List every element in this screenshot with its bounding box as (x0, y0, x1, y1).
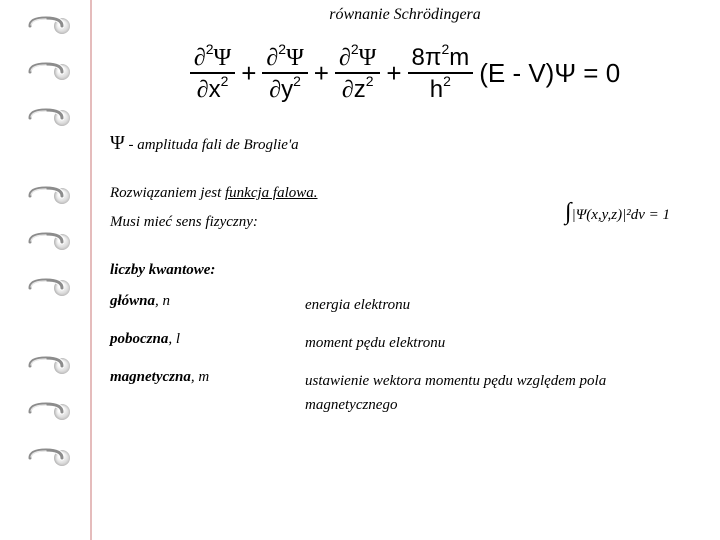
sol-1b: funkcja falowa. (225, 185, 318, 201)
psi-description: Ψ - amplituda fali de Broglie'a (110, 132, 700, 155)
qn-meaning: ustawienie wektora momentu pędu względem… (305, 369, 700, 417)
plus-2: + (314, 58, 329, 89)
schrodinger-equation: ∂2Ψ ∂x2 + ∂2Ψ ∂y2 + ∂2Ψ ∂z2 + 8π2m h2 (110, 42, 700, 104)
eq-tail: (E - V)Ψ = 0 (479, 58, 620, 89)
qn-meaning: moment pędu elektronu (305, 331, 700, 355)
binder-ring (28, 232, 64, 252)
binder-ring (28, 448, 64, 468)
plus-1: + (241, 58, 256, 89)
binder-ring (28, 356, 64, 376)
solution-row: Rozwiązaniem jest funkcja falowa. Musi m… (110, 179, 700, 236)
binder-ring (28, 62, 64, 82)
quantum-numbers: liczby kwantowe: główna, nenergia elektr… (110, 262, 700, 417)
integral-sign: ∫ (565, 199, 572, 225)
binder-ring (28, 16, 64, 36)
binder-ring (28, 186, 64, 206)
qn-name: magnetyczna, m (110, 369, 305, 417)
sol-1a: Rozwiązaniem jest (110, 185, 225, 201)
plus-3: + (386, 58, 401, 89)
page-content: równanie Schrödingera ∂2Ψ ∂x2 + ∂2Ψ ∂y2 … (110, 0, 700, 431)
qn-row: główna, nenergia elektronu (110, 293, 700, 317)
binder-ring (28, 402, 64, 422)
qn-name: główna, n (110, 293, 305, 317)
qn-row: poboczna, lmoment pędu elektronu (110, 331, 700, 355)
margin-line (90, 0, 92, 540)
qn-meaning: energia elektronu (305, 293, 700, 317)
solution-text: Rozwiązaniem jest funkcja falowa. Musi m… (110, 179, 318, 236)
notebook-binding (0, 0, 80, 540)
qn-row: magnetyczna, mustawienie wektora momentu… (110, 369, 700, 417)
psi-symbol: Ψ (110, 132, 125, 154)
qn-name: poboczna, l (110, 331, 305, 355)
integral-body: |Ψ(x,y,z)|²dv = 1 (572, 207, 670, 223)
page-title: równanie Schrödingera (110, 6, 700, 24)
binder-ring (28, 278, 64, 298)
normalization-integral: ∫|Ψ(x,y,z)|²dv = 1 (565, 199, 700, 226)
binder-ring (28, 108, 64, 128)
sol-2: Musi mieć sens fizyczny: (110, 214, 258, 230)
psi-text: - amplituda fali de Broglie'a (125, 137, 299, 153)
qn-header: liczby kwantowe: (110, 262, 700, 279)
